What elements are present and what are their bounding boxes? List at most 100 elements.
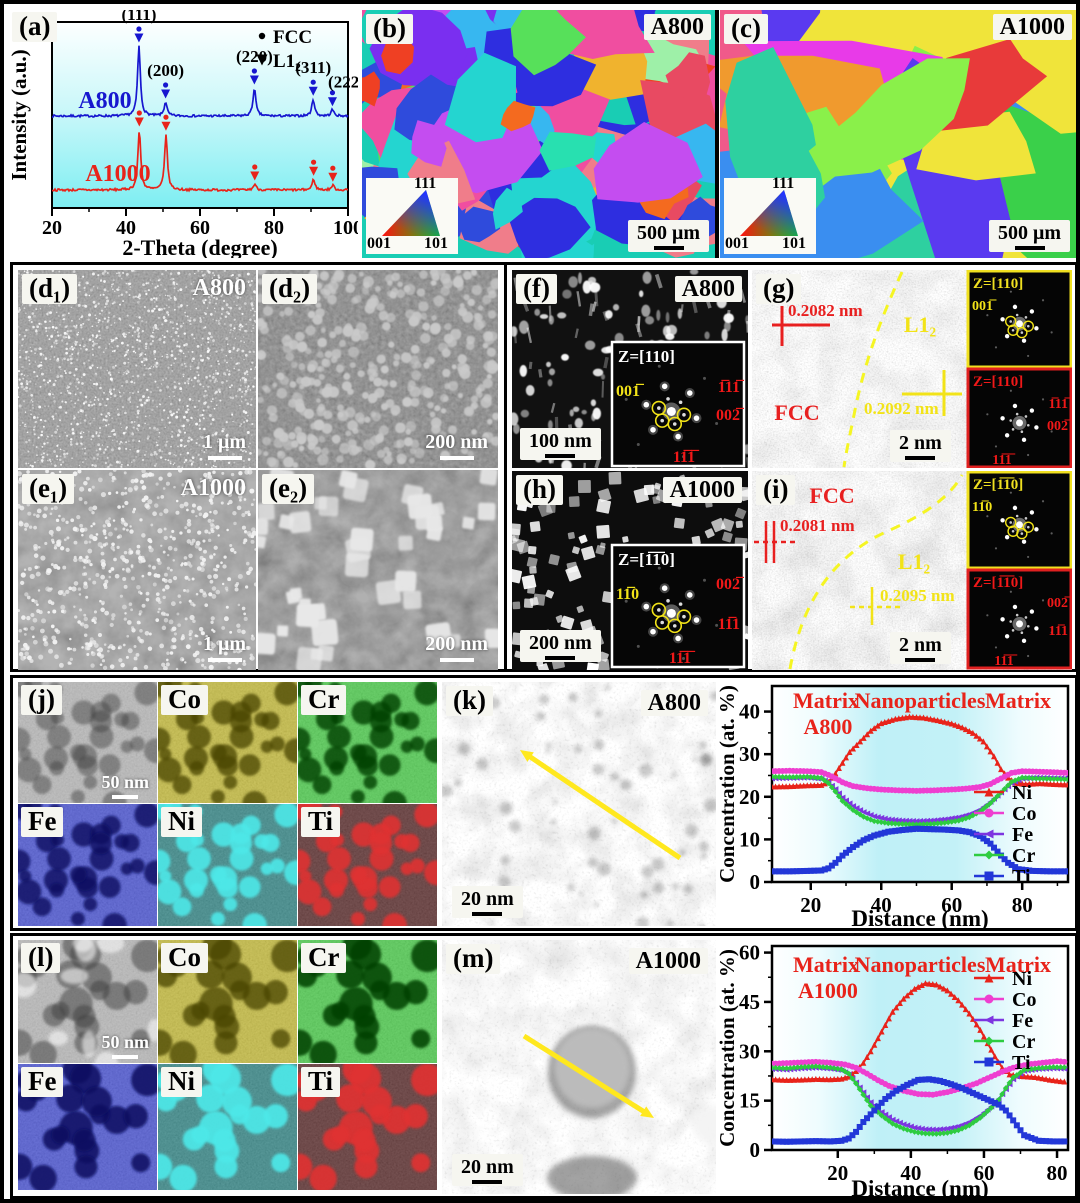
panel-tem-m: (m) A1000 20 nm — [442, 940, 716, 1194]
ipf-triangle — [740, 190, 798, 236]
element-label-fe: Fe — [21, 807, 64, 837]
eds-cell-j-ti: Ti — [298, 804, 437, 926]
svg-text:Z=[110]: Z=[110] — [618, 347, 675, 366]
svg-text:0: 0 — [750, 870, 761, 894]
svg-text:1̅11̅: 1̅11̅ — [718, 378, 745, 396]
svg-text:20: 20 — [800, 893, 821, 917]
eds-cell-j-cr: Cr — [298, 682, 437, 803]
svg-text:Distance (nm): Distance (nm) — [851, 1176, 988, 1200]
sample-label-a800: A800 — [643, 14, 711, 41]
svg-text:1̅11̅: 1̅11̅ — [1049, 396, 1072, 412]
panel-tem-f: Z=[110] 001̅ 1̅11̅ 002̅ 11̅1̅ (f) A800 100 n… — [512, 270, 748, 468]
svg-text:40: 40 — [900, 1161, 921, 1185]
panel-label-b: (b) — [366, 14, 413, 44]
panel-label-c: (c) — [724, 14, 768, 44]
svg-text:002̅: 002̅ — [716, 575, 745, 593]
svg-text:Matrix: Matrix — [985, 688, 1051, 713]
svg-text:40: 40 — [739, 700, 760, 724]
svg-text:40: 40 — [871, 893, 892, 917]
panel-label-k: (k) — [446, 686, 493, 716]
panel-label-e2: (e₂) — [262, 474, 315, 504]
ipf-001: 001 — [725, 235, 749, 252]
svg-text:2-Theta (degree): 2-Theta (degree) — [122, 235, 277, 258]
panel-label-e1: (e₁) — [22, 474, 75, 504]
ipf-color-key: 111 001 101 — [366, 175, 458, 254]
svg-text:Nanoparticles: Nanoparticles — [855, 688, 986, 713]
svg-text:30: 30 — [739, 1039, 760, 1063]
panel-xrd: 20 40 60 80 100 2-Theta (degree) Intensity (a.… — [10, 10, 358, 258]
svg-text:FCC: FCC — [809, 483, 854, 508]
panel-sem-d1: (d₁) A800 1 μm — [18, 270, 256, 468]
eds-cell-j-fe: Fe — [18, 804, 157, 926]
svg-text:11̅1̅: 11̅1̅ — [992, 452, 1015, 468]
svg-text:40: 40 — [116, 217, 136, 239]
scale-bar-e1: 1 μm — [203, 633, 246, 662]
svg-text:Ni: Ni — [1012, 968, 1032, 990]
svg-text:A1000: A1000 — [798, 978, 858, 1003]
xrd-chart: 20 40 60 80 100 2-Theta (degree) Intensity (a.… — [10, 10, 358, 258]
scale-bar-m: 20 nm — [452, 1154, 523, 1186]
ipf-111: 111 — [414, 175, 437, 192]
eds-map-co — [158, 940, 297, 1063]
element-label-fe: Fe — [21, 1067, 64, 1097]
ipf-001: 001 — [367, 235, 391, 252]
svg-text:(111): (111) — [121, 10, 156, 24]
svg-text:80: 80 — [264, 217, 284, 239]
panel-label-h: (h) — [516, 475, 563, 505]
divider-sem-tem — [504, 265, 507, 669]
svg-text:FCC: FCC — [774, 400, 819, 425]
panel-tem-k: (k) A800 20 nm — [442, 682, 716, 926]
sample-label: A1000 — [628, 948, 708, 975]
tem-linescan-a1000 — [442, 940, 716, 1194]
sem-image-a800-high — [258, 270, 498, 468]
element-label-co: Co — [161, 685, 208, 715]
svg-text:60: 60 — [190, 217, 210, 239]
panel-label-j: (j) — [21, 685, 62, 715]
svg-text:002̅: 002̅ — [1047, 418, 1072, 434]
scale-bar-d2: 200 nm — [425, 431, 488, 460]
svg-text:Ti: Ti — [1012, 866, 1031, 888]
scale-bar-e2: 200 nm — [425, 633, 488, 662]
svg-text:Nanoparticles: Nanoparticles — [855, 952, 986, 977]
svg-text:60: 60 — [739, 941, 760, 965]
svg-text:Concentration (at. %): Concentration (at. %) — [716, 949, 739, 1147]
svg-text:Matrix: Matrix — [793, 952, 859, 977]
sample-label: A800 — [640, 690, 708, 717]
svg-text:60: 60 — [941, 893, 962, 917]
svg-text:10: 10 — [739, 827, 760, 851]
svg-text:11̅1: 11̅1 — [1049, 623, 1068, 639]
svg-text:A1000: A1000 — [85, 161, 150, 187]
svg-text:L1₂: L1₂ — [273, 51, 301, 72]
eds-map-ti — [298, 804, 437, 926]
scale-bar-f: 100 nm — [520, 428, 601, 460]
svg-text:Distance (nm): Distance (nm) — [851, 906, 988, 928]
element-label-ti: Ti — [301, 807, 341, 837]
svg-text:60: 60 — [973, 1161, 994, 1185]
ipf-color-key: 111 001 101 — [724, 175, 816, 254]
svg-text:Matrix: Matrix — [985, 952, 1051, 977]
svg-text:Z=[1̅1̅0]: Z=[1̅1̅0] — [618, 550, 675, 569]
svg-text:002̅: 002̅ — [1047, 595, 1072, 611]
eds-cell-l-ti: Ti — [298, 1064, 437, 1190]
eds-cell-l-gray: (l) 50 nm — [18, 940, 157, 1063]
svg-text:0.2092 nm: 0.2092 nm — [864, 399, 939, 418]
scale-bar-d1: 1 μm — [203, 431, 246, 460]
svg-text:11̅1̅: 11̅1̅ — [994, 653, 1017, 669]
svg-text:Matrix: Matrix — [793, 688, 859, 713]
panel-sem-e1: (e₁) A1000 1 μm — [18, 470, 256, 670]
svg-text:Z=[110]: Z=[110] — [973, 374, 1023, 390]
eds-cell-j-ni: Ni — [158, 804, 297, 926]
eds-cell-l-fe: Fe — [18, 1064, 157, 1190]
svg-text:11̅1̅: 11̅1̅ — [673, 448, 700, 466]
sample-label: A800 — [192, 275, 246, 301]
svg-text:(220): (220) — [236, 47, 273, 66]
scale-bar-l: 50 nm — [101, 1032, 149, 1059]
svg-text:11̅1̅: 11̅1̅ — [669, 649, 696, 667]
panel-tem-h: Z=[1̅1̅0] 11̅0 002̅ 11̅1 11̅1̅ (h) A1000 200… — [512, 471, 748, 670]
svg-text:002̅: 002̅ — [716, 406, 745, 424]
panel-sem-e2: (e₂) 200 nm — [258, 470, 498, 670]
eds-map-fe — [18, 804, 157, 926]
svg-text:Cr: Cr — [1012, 845, 1035, 867]
svg-text:15: 15 — [739, 1089, 760, 1113]
